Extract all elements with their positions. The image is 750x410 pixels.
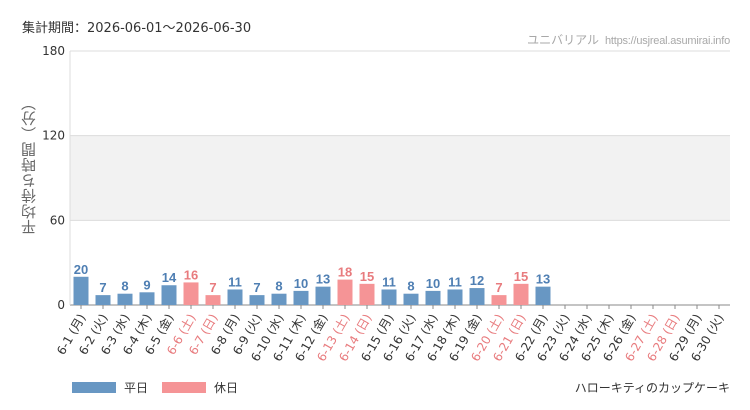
bar[interactable] bbox=[403, 293, 419, 305]
legend-label-holiday: 休日 bbox=[214, 381, 239, 395]
site-url[interactable]: https://usjreal.asumirai.info bbox=[604, 35, 730, 47]
y-tick-label: 0 bbox=[57, 298, 65, 312]
bar[interactable] bbox=[447, 289, 463, 305]
data-label: 15 bbox=[514, 269, 528, 284]
bar[interactable] bbox=[95, 295, 111, 305]
product-name: ハローキティのカップケーキ bbox=[574, 381, 730, 395]
data-label: 10 bbox=[294, 276, 308, 291]
bar[interactable] bbox=[337, 279, 353, 305]
legend-swatch-weekday bbox=[72, 382, 116, 393]
data-label: 8 bbox=[121, 279, 128, 294]
data-label: 11 bbox=[228, 274, 242, 289]
bar[interactable] bbox=[227, 289, 243, 305]
data-label: 8 bbox=[407, 279, 414, 294]
bar[interactable] bbox=[535, 286, 551, 305]
data-label: 14 bbox=[162, 270, 177, 285]
legend-swatch-holiday bbox=[162, 382, 207, 393]
bar[interactable] bbox=[161, 285, 177, 305]
data-label: 15 bbox=[360, 269, 374, 284]
data-label: 7 bbox=[253, 280, 260, 295]
grid-layer bbox=[69, 50, 730, 306]
data-label: 8 bbox=[275, 279, 282, 294]
bar[interactable] bbox=[139, 292, 155, 305]
site-credit: ユニバリアル https://usjreal.asumirai.info bbox=[527, 31, 730, 48]
data-label: 7 bbox=[99, 280, 106, 295]
data-label: 13 bbox=[316, 272, 330, 287]
data-label: 10 bbox=[426, 276, 440, 291]
bar[interactable] bbox=[513, 283, 529, 305]
legend-item-weekday[interactable]: 平日 bbox=[72, 379, 148, 396]
bar[interactable] bbox=[183, 282, 199, 305]
shaded-band bbox=[70, 135, 730, 221]
bar[interactable] bbox=[381, 289, 397, 305]
data-label: 7 bbox=[495, 280, 502, 295]
site-name: ユニバリアル bbox=[527, 33, 599, 47]
data-label: 20 bbox=[74, 262, 88, 277]
data-label: 11 bbox=[448, 274, 462, 289]
legend-item-holiday[interactable]: 休日 bbox=[162, 379, 238, 396]
bar[interactable] bbox=[205, 295, 221, 305]
bar[interactable] bbox=[315, 286, 331, 305]
value-label-layer: 207 8 9 14 167 11 7 8 10 13 18 15 11 8 10 11 12 715 13 bbox=[74, 262, 550, 295]
legend-label-weekday: 平日 bbox=[124, 381, 149, 395]
bar[interactable] bbox=[359, 283, 375, 305]
bar[interactable] bbox=[73, 276, 89, 305]
bar[interactable] bbox=[293, 290, 309, 305]
bar[interactable] bbox=[249, 295, 265, 305]
bar[interactable] bbox=[425, 290, 441, 305]
data-label: 9 bbox=[143, 277, 150, 292]
y-tick-label: 120 bbox=[42, 129, 65, 143]
data-label: 13 bbox=[536, 272, 550, 287]
data-label: 18 bbox=[338, 265, 352, 280]
period-label: 集計期間：2026-06-01～2026-06-30 bbox=[22, 21, 252, 36]
bar[interactable] bbox=[491, 295, 507, 305]
data-label: 12 bbox=[470, 273, 484, 288]
y-tick-label: 180 bbox=[42, 44, 65, 58]
data-label: 11 bbox=[382, 274, 396, 289]
y-tick-label: 60 bbox=[50, 213, 65, 227]
data-label: 7 bbox=[209, 280, 216, 295]
legend: 平日 休日 bbox=[72, 379, 252, 396]
bar-layer bbox=[73, 276, 551, 305]
data-label: 16 bbox=[184, 267, 198, 282]
bar[interactable] bbox=[117, 293, 133, 305]
bar[interactable] bbox=[469, 288, 485, 305]
bar[interactable] bbox=[271, 293, 287, 305]
